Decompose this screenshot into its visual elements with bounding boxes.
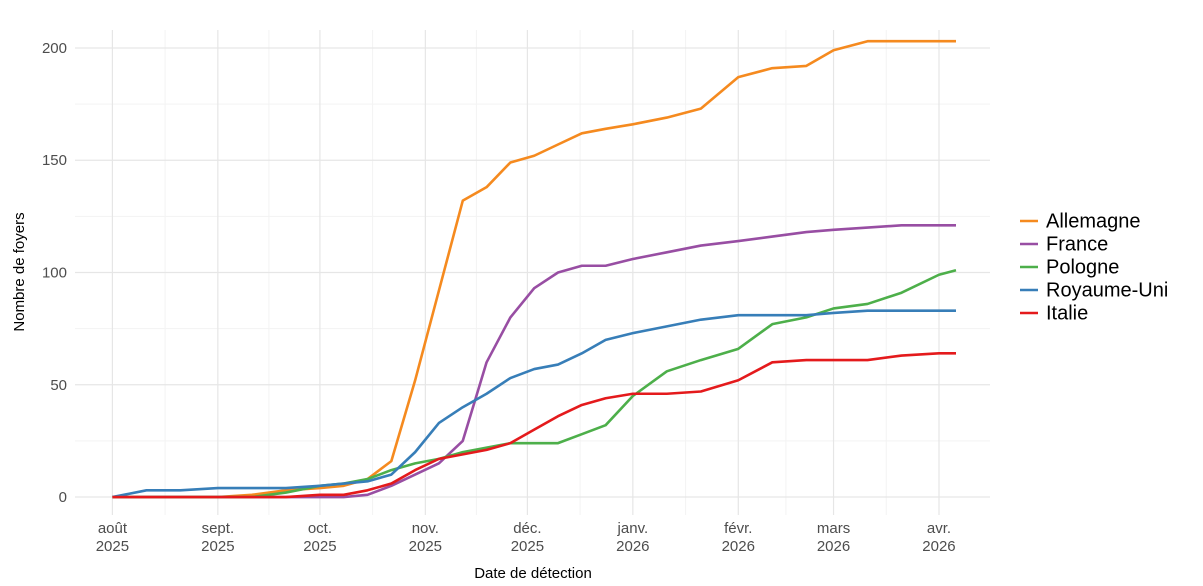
y-tick-label: 150 [42,152,67,169]
legend-label: Royaume-Uni [1046,279,1168,301]
x-tick-label: oct. 2025 [303,520,336,555]
x-tick-label: avr. 2026 [922,520,955,555]
y-tick-label: 100 [42,265,67,282]
series-line [112,309,956,499]
x-tick-label: mars 2026 [817,520,850,555]
series-line [112,39,956,499]
y-tick-label: 0 [59,489,67,506]
x-tick-label: déc. 2025 [511,520,544,555]
legend-label: Pologne [1046,256,1119,278]
series-line [112,352,956,499]
y-axis-label: Nombre de foyers [11,212,28,331]
x-tick-label: janv. 2026 [616,520,649,555]
y-tick-label: 200 [42,40,67,57]
x-tick-label: nov. 2025 [409,520,442,555]
x-tick-label: août 2025 [96,520,129,555]
x-axis-label: Date de détection [474,565,592,581]
x-tick-label: févr. 2026 [722,520,755,555]
legend-label: Allemagne [1046,210,1141,232]
legend-label: France [1046,233,1108,255]
series-line [112,268,957,499]
x-tick-label: sept. 2025 [201,520,234,555]
y-tick-label: 50 [50,377,67,394]
legend-label: Italie [1046,302,1088,324]
